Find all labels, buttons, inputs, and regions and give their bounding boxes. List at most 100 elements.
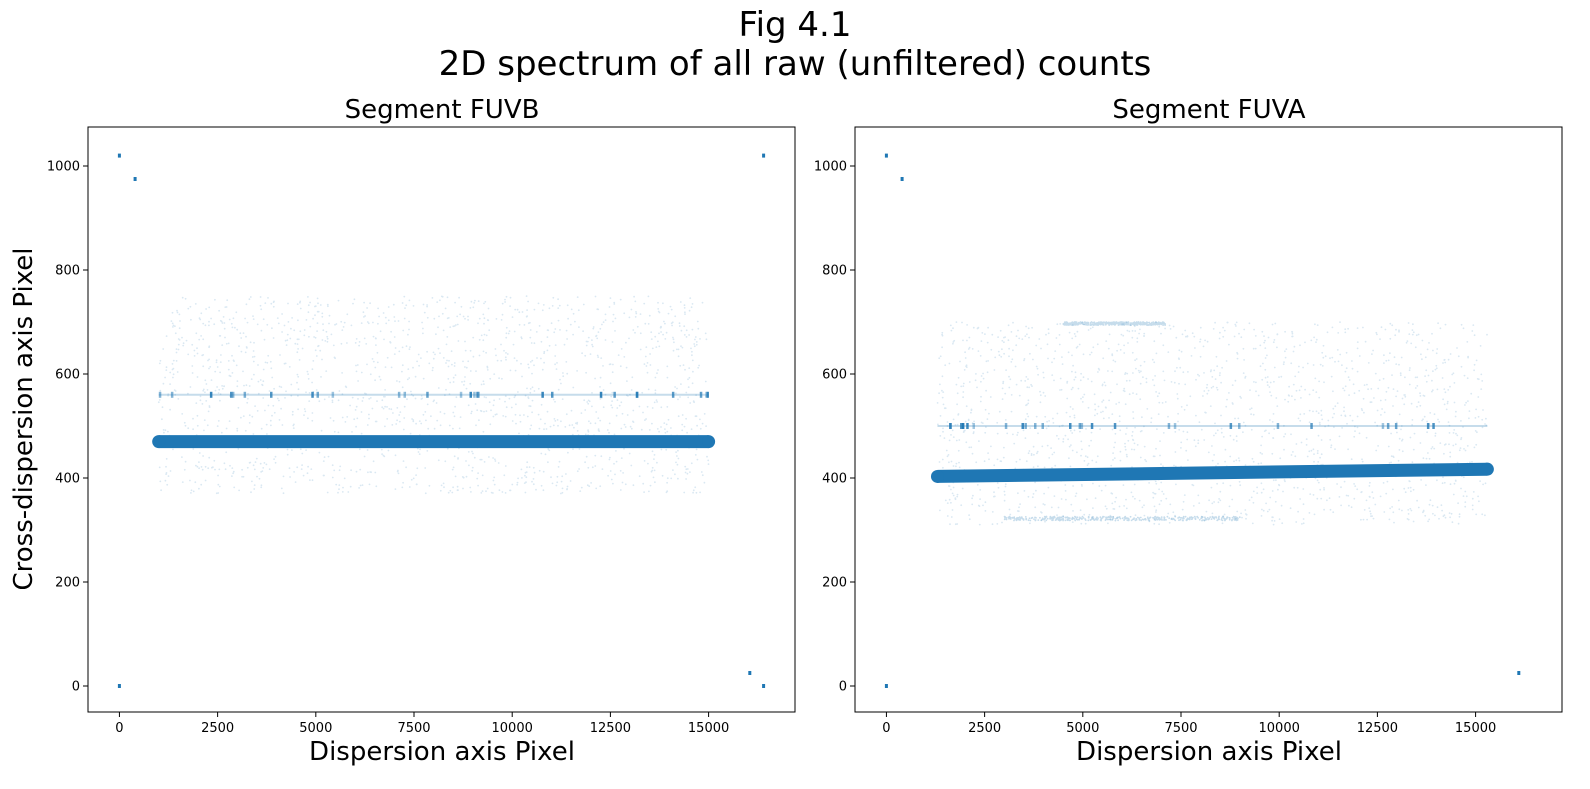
edge-point [1126, 519, 1129, 522]
edge-point [1150, 324, 1153, 326]
background-point [1290, 454, 1293, 456]
background-point [666, 430, 669, 433]
background-point [481, 474, 484, 477]
background-point [340, 342, 343, 345]
background-point [1125, 453, 1128, 456]
y-tick-label: 600 [55, 368, 80, 383]
edge-point [1060, 518, 1063, 521]
background-point [320, 376, 322, 378]
background-point [1438, 421, 1441, 423]
background-point [613, 301, 616, 304]
background-point [1009, 378, 1012, 381]
edge-point [1057, 518, 1060, 521]
background-point [1393, 521, 1395, 524]
background-point [657, 310, 660, 313]
background-point [1411, 329, 1414, 331]
background-point [552, 398, 555, 401]
x-axis-label: Dispersion axis Pixel [309, 737, 575, 767]
background-point [1478, 500, 1480, 503]
edge-point [1148, 321, 1151, 324]
edge-point [1161, 322, 1164, 325]
edge-point [1075, 323, 1077, 325]
edge-point [1119, 517, 1122, 520]
background-point [524, 394, 527, 397]
edge-point [1117, 321, 1120, 324]
background-point [452, 427, 454, 430]
background-point [533, 364, 535, 367]
background-point [558, 460, 561, 463]
background-point [509, 489, 512, 492]
edge-point [1086, 321, 1089, 324]
background-point [1313, 513, 1316, 516]
background-point [964, 357, 967, 359]
edge-point [1126, 321, 1129, 324]
edge-point [1097, 324, 1100, 326]
background-point [1262, 362, 1264, 365]
background-point [468, 464, 470, 467]
background-point [955, 321, 958, 323]
background-point [1276, 333, 1279, 336]
background-point [1401, 450, 1404, 453]
background-point [248, 414, 251, 417]
background-point [485, 410, 488, 412]
edge-point [1112, 322, 1114, 324]
background-point [1042, 376, 1045, 379]
background-point [1435, 364, 1438, 367]
background-point [1114, 432, 1117, 435]
background-point [982, 372, 984, 375]
background-point [1168, 521, 1171, 524]
background-point [492, 479, 495, 482]
background-point [417, 451, 420, 453]
background-point [311, 381, 313, 384]
edge-point [1076, 518, 1079, 521]
background-point [996, 458, 999, 461]
background-point [357, 380, 359, 382]
background-point [1135, 358, 1138, 360]
background-point [475, 424, 477, 427]
edge-point [1051, 517, 1054, 520]
background-point [172, 359, 175, 362]
background-point [1262, 488, 1265, 491]
background-point [1383, 362, 1385, 364]
background-point [655, 346, 658, 348]
background-point [1356, 415, 1359, 418]
background-point [1177, 357, 1180, 360]
background-point [208, 345, 211, 348]
background-point [695, 394, 697, 396]
background-point [286, 339, 289, 342]
background-point [1463, 448, 1465, 450]
background-point [1226, 321, 1229, 324]
background-point [1039, 401, 1042, 404]
background-point [236, 380, 239, 382]
background-point [1457, 355, 1460, 358]
background-point [1203, 372, 1205, 374]
edge-point [1154, 323, 1157, 326]
background-point [253, 355, 256, 358]
background-point [1104, 406, 1107, 409]
background-point [604, 339, 607, 341]
background-point [1236, 353, 1239, 355]
background-point [1429, 499, 1432, 502]
background-point [1442, 398, 1444, 401]
background-point [482, 339, 485, 342]
edge-point [1062, 518, 1065, 521]
background-point [256, 475, 258, 478]
background-point [1040, 519, 1043, 521]
edge-point [1066, 322, 1069, 325]
background-point [976, 386, 978, 389]
background-point [470, 412, 473, 415]
background-point [1006, 432, 1009, 435]
background-point [161, 418, 163, 421]
background-point [354, 409, 357, 411]
background-point [599, 386, 601, 388]
background-point [1435, 367, 1438, 370]
background-point [167, 475, 170, 477]
background-point [672, 469, 674, 471]
background-point [1415, 334, 1418, 337]
background-point [1071, 324, 1074, 327]
background-point [566, 338, 568, 340]
edge-point [1120, 323, 1123, 326]
edge-point [1136, 324, 1138, 326]
background-point [267, 404, 270, 407]
background-point [1073, 333, 1076, 335]
